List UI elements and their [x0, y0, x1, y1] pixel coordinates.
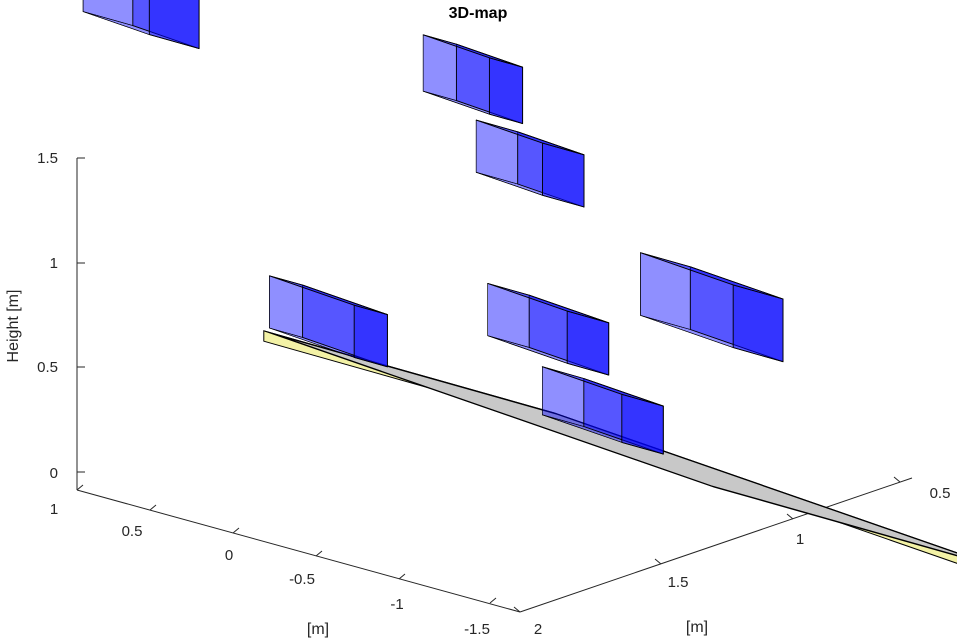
axes: [76, 158, 913, 613]
obstacle-face-side: [82, 0, 134, 26]
y-tick-label: -1.5: [464, 621, 490, 638]
x-tick-label: 1.5: [668, 574, 689, 591]
y-tick-label: 1: [50, 501, 58, 518]
y-tick-label: -1: [390, 596, 403, 613]
scene: [82, 0, 957, 564]
z-tick-labels: 1.5 1 0.5 0: [37, 150, 58, 482]
obstacle-box: [82, 0, 200, 50]
floor-plate: [263, 330, 957, 564]
y-tick-label: -0.5: [289, 571, 315, 588]
z-tick-label: 0.5: [37, 359, 58, 376]
chart-title: 3D-map: [449, 5, 508, 22]
obstacle-face-top: [268, 275, 388, 316]
x-tick-marks: [513, 476, 901, 613]
y-tick-marks: [76, 484, 497, 604]
x-tick-labels: 0.5 1 1.5 2: [534, 485, 951, 638]
y-tick-label: 0: [225, 547, 233, 564]
obstacle-box: [541, 366, 664, 455]
y-axis-label: [m]: [307, 621, 329, 638]
x-tick-label: 2: [534, 621, 542, 638]
obstacle-face-top: [475, 119, 585, 156]
obstacle-face-top: [541, 366, 664, 407]
obstacle-face-right: [488, 57, 524, 125]
obstacle-box: [268, 275, 388, 368]
obstacle-box: [475, 119, 585, 208]
obstacle-face-top: [640, 252, 784, 300]
z-tick-label: 1.5: [37, 150, 58, 167]
x-tick-label: 1: [796, 531, 804, 548]
obstacle-face-top: [422, 34, 524, 68]
y-tick-labels: 1 0.5 0 -0.5 -1 -1.5: [50, 501, 490, 638]
y-tick-label: 0.5: [122, 523, 143, 540]
floor-surface: [276, 334, 957, 556]
obstacle-box: [422, 34, 524, 125]
obstacle-box: [487, 282, 610, 376]
x-axis-label: [m]: [686, 619, 708, 636]
obstacle-face-right: [148, 0, 200, 50]
obstacle-box: [640, 252, 784, 363]
obstacle-face-top: [487, 282, 610, 324]
z-tick-label: 0: [50, 465, 58, 482]
z-axis-label: Height [m]: [5, 290, 22, 363]
obstacle-face-right: [353, 304, 388, 368]
z-tick-label: 1: [50, 255, 58, 272]
x-tick-label: 0.5: [930, 485, 951, 502]
z-tick-marks: [77, 157, 85, 473]
